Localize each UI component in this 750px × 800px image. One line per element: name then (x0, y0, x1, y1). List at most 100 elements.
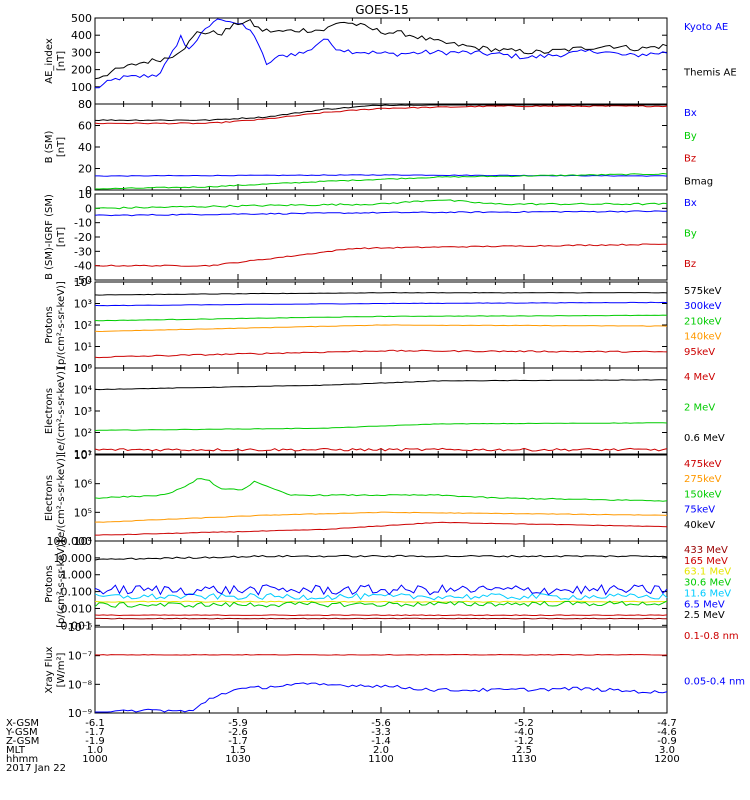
series-line-11-6-mev (94, 592, 668, 601)
y-tick-label: 10¹ (74, 448, 92, 461)
x-tick-label: -1.2 (514, 736, 534, 747)
series-line-140kev (94, 324, 668, 333)
legend-140kev: 140keV (684, 332, 722, 343)
x-tick-label: -6.1 (85, 718, 105, 729)
legend-75kev: 75keV (684, 505, 715, 516)
y-tick-label: 10⁻⁶ (68, 621, 93, 634)
y-tick-label: 0 (85, 98, 92, 111)
x-tick-label: 2.5 (516, 745, 532, 756)
y-axis-label: [nT] (56, 227, 67, 247)
legend-4-mev: 4 MeV (684, 372, 715, 383)
x-tick-label: -5.2 (514, 718, 534, 729)
x-tick-label: 1000 (82, 754, 107, 765)
panel-1: 0 100 200 300 400 500 AE_index [nT] Kyoto AE Them… (44, 12, 737, 111)
date-label: 2017 Jan 22 (6, 763, 66, 774)
panel-8: 10⁻⁹ 10⁻⁸ 10⁻⁷ 10⁻⁶ Xray Flux [W/m²] 0.1-0.8 n… (44, 621, 745, 720)
panel-4: 10⁰ 10¹ 10² 10³ 10⁴ Protons [p/(cm²-s-sr-keV)]… (44, 276, 722, 375)
x-row-label: Y-GSM (5, 727, 38, 738)
x-tick-label: 1130 (511, 754, 536, 765)
y-tick-label: 0.001 (61, 619, 93, 632)
y-axis-label: [W/m²] (56, 652, 67, 687)
legend-bz: Bz (684, 259, 696, 270)
panel-2: 0 20 40 60 80 B (SM) [nT] Bx By Bz Bmag (44, 98, 713, 197)
legend-by: By (684, 131, 697, 142)
series-line-300kev (94, 301, 668, 307)
legend-63-1-mev: 63.1 MeV (684, 567, 731, 578)
y-tick-label: -20 (74, 231, 92, 244)
x-tick-label: -5.6 (371, 718, 391, 729)
panel-3: -50-40 -30-20-10 010 B (SM)-IGRF (SM) [nT] Bx… (44, 188, 697, 287)
legend-210kev: 210keV (684, 316, 722, 327)
y-axis-label: [p/(cm²-s-sr-keV)] (56, 281, 67, 369)
x-tick-label: 1200 (654, 754, 679, 765)
y-tick-label: 500 (71, 12, 92, 25)
x-tick-label: -1.9 (85, 736, 105, 747)
y-tick-label: 0 (85, 202, 92, 215)
y-tick-label: 10² (74, 319, 92, 332)
y-tick-label: 200 (71, 64, 92, 77)
series-line-0-05-0-4-nm (95, 682, 668, 713)
legend-0-05-0-4-nm: 0.05-0.4 nm (684, 677, 745, 688)
legend-0-1-0-8-nm: 0.1-0.8 nm (684, 631, 739, 642)
y-tick-label: 10⁻⁹ (68, 707, 92, 720)
series-line-kyoto-ae (95, 18, 668, 89)
series-line-575kev (94, 291, 668, 296)
legend-bz: Bz (684, 154, 696, 165)
y-axis-label: Electrons (44, 388, 55, 434)
y-tick-label: 40 (78, 141, 92, 154)
panel-frame (94, 454, 668, 542)
legend-575kev: 575keV (684, 286, 722, 297)
series-line-63-1-mev (94, 600, 667, 603)
x-tick-label: -4.7 (657, 718, 677, 729)
x-tick-label: 2.0 (373, 745, 389, 756)
y-tick-label: -40 (74, 260, 92, 273)
x-tick-label: -1.7 (228, 736, 248, 747)
x-row-label: MLT (6, 745, 26, 756)
y-tick-label: 0 (85, 184, 92, 197)
y-tick-label: 60 (78, 120, 92, 133)
legend-150kev: 150keV (684, 489, 722, 500)
y-axis-label: [p/(cm²-s-sr-keV)] (56, 540, 67, 628)
y-tick-label: 10⁻⁸ (68, 678, 93, 691)
legend-300kev: 300keV (684, 301, 722, 312)
x-tick-label: -4.6 (657, 727, 677, 738)
x-row-label: X-GSM (6, 718, 39, 729)
y-tick-label: 80 (78, 98, 92, 111)
y-axis-label: [e/(cm²-s-sr-keV)] (56, 454, 67, 542)
panel-6: 10⁴ 10⁵ 10⁶ 10⁷ Electrons [e/(cm²-s-sr-keV)] 4… (44, 449, 722, 548)
series-line-433-mev (95, 617, 668, 620)
series-line-themis-ae (94, 18, 668, 80)
legend-6-5-mev: 6.5 MeV (684, 599, 725, 610)
series-line-bx (94, 210, 667, 217)
panel-frame (94, 103, 668, 191)
y-tick-label: 10³ (74, 298, 92, 311)
y-tick-label: 10⁴ (74, 535, 93, 548)
legend-bx: Bx (684, 108, 697, 119)
y-tick-label: 10⁵ (74, 362, 92, 375)
x-tick-label: 1.0 (87, 745, 103, 756)
y-tick-label: 400 (71, 29, 92, 42)
series-line-2-5-mev (94, 554, 668, 561)
y-axis-label: [nT] (56, 51, 67, 71)
y-tick-label: 10² (74, 427, 92, 440)
panel-frame (94, 17, 668, 105)
x-tick-label: -3.3 (371, 727, 391, 738)
y-tick-label: 10 (78, 188, 92, 201)
y-tick-label: 10.000 (54, 552, 93, 565)
y-tick-label: 10⁶ (74, 478, 93, 491)
x-row-label: Z-GSM (6, 736, 39, 747)
series-line-210kev (94, 314, 668, 322)
y-axis-label: Electrons (44, 475, 55, 521)
series-line-165-mev (94, 614, 668, 617)
y-tick-label: 1.000 (61, 569, 93, 582)
x-tick-label: -0.9 (657, 736, 677, 747)
legend-bx: Bx (684, 198, 697, 209)
series-line-4-mev (94, 447, 668, 452)
x-tick-label: 1100 (368, 754, 393, 765)
x-tick-label: 1030 (225, 754, 250, 765)
series-line-bz (94, 243, 668, 267)
panel-frame (94, 626, 668, 714)
y-axis-label: B (SM) (44, 130, 55, 163)
legend-themis-ae: Themis AE (683, 68, 737, 79)
